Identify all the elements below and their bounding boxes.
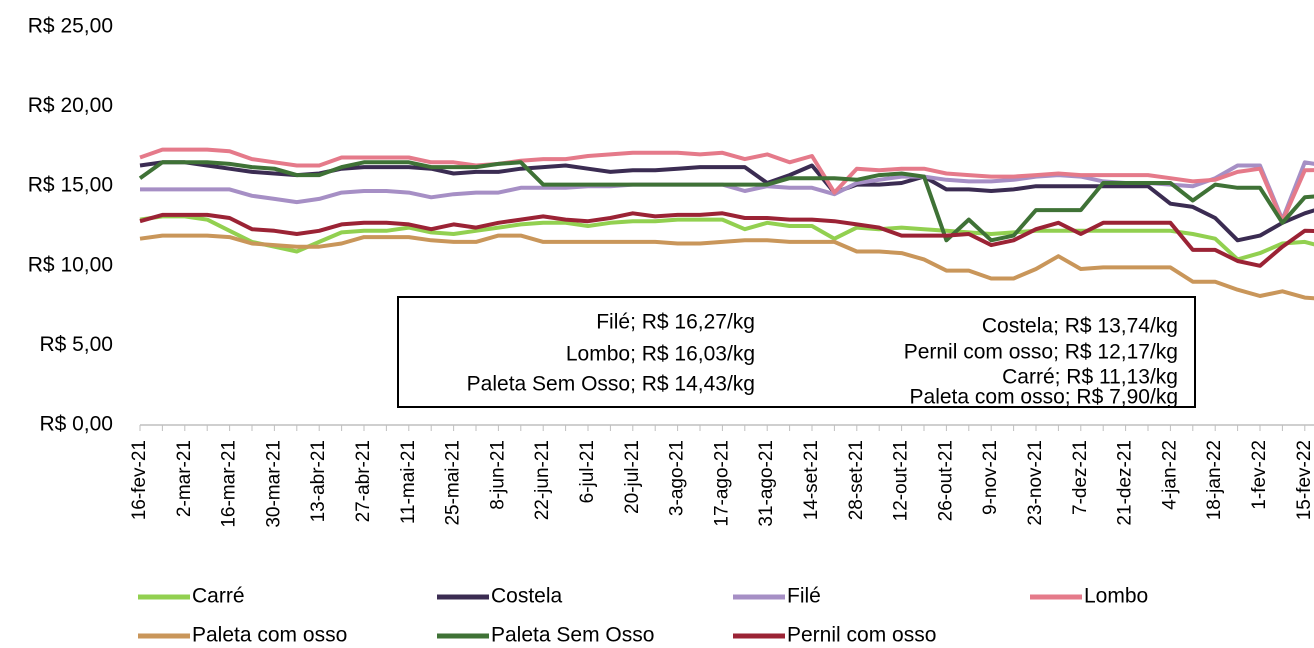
x-tick-label: 1-fev-22: [1249, 440, 1270, 510]
x-tick-label: 25-mai-21: [443, 440, 464, 526]
annotation: Costela; R$ 13,74/kg: [982, 315, 1178, 338]
x-tick-label: 13-abr-21: [308, 440, 329, 522]
series-line: [138, 160, 1314, 243]
x-tick-label: 28-set-21: [846, 440, 867, 520]
x-tick-label: 6-jul-21: [577, 440, 598, 503]
x-tick-label: 9-nov-21: [980, 440, 1001, 515]
x-tick-label: 15-fev-22: [1294, 440, 1314, 520]
legend-label: Paleta com osso: [192, 624, 347, 647]
annotation: Carré; R$ 11,13/kg: [1002, 366, 1178, 389]
x-tick-label: 20-jul-21: [622, 440, 643, 514]
annotation-box: [397, 296, 1196, 408]
x-ticks: 16-fev-21 2-mar-21 16-mar-21 30-mar-21 13-ab…: [129, 425, 1314, 528]
x-tick-label: 4-jan-22: [1159, 440, 1180, 510]
annotation: Paleta Sem Osso; R$ 14,43/kg: [467, 373, 755, 396]
x-tick-label: 11-mai-21: [398, 440, 419, 524]
x-tick-label: 17-ago-21: [711, 440, 732, 527]
x-tick-label: 21-dez-21: [1115, 440, 1136, 526]
legend-label: Pernil com osso: [787, 624, 936, 647]
y-tick-label: R$ 25,00: [28, 15, 113, 38]
x-tick-label: 3-ago-21: [667, 440, 688, 516]
x-tick-label: 16-mar-21: [219, 440, 240, 528]
series-line: [139, 233, 1314, 301]
series-line: [139, 211, 1314, 268]
series-line: [139, 147, 1314, 224]
x-tick-label: 30-mar-21: [263, 440, 284, 528]
series-line: [140, 160, 1314, 222]
x-tick-label: 14-set-21: [801, 440, 822, 520]
x-tick-label: 16-fev-21: [129, 440, 150, 520]
annotation: Lombo; R$ 16,03/kg: [566, 343, 755, 366]
x-tick-label: 26-out-21: [935, 440, 956, 521]
x-tick-label: 23-nov-21: [1025, 440, 1046, 526]
x-tick-label: 27-abr-21: [353, 440, 374, 522]
y-tick-label: R$ 10,00: [28, 253, 113, 276]
y-tick-label: R$ 0,00: [39, 413, 113, 436]
annotation: Filé; R$ 16,27/kg: [596, 311, 755, 334]
x-tick-label: 12-out-21: [891, 440, 912, 521]
legend-label: Carré: [192, 585, 245, 608]
y-tick-label: R$ 20,00: [28, 94, 113, 117]
annotation: Paleta com osso; R$ 7,90/kg: [910, 386, 1178, 409]
y-tick-label: R$ 5,00: [39, 333, 113, 356]
legend-label: Paleta Sem Osso: [491, 624, 654, 647]
annotation: Pernil com osso; R$ 12,17/kg: [904, 341, 1178, 364]
legend-label: Costela: [491, 585, 563, 608]
series-line: [139, 214, 1314, 262]
x-tick-label: 7-dez-21: [1070, 440, 1091, 515]
legend-label: Lombo: [1084, 585, 1148, 608]
x-tick-label: 18-jan-22: [1204, 440, 1225, 520]
x-tick-label: 8-jun-21: [487, 440, 508, 510]
legend-label: Filé: [787, 585, 821, 608]
y-tick-label: R$ 15,00: [28, 174, 113, 197]
plot-area: [138, 147, 1314, 301]
x-tick-label: 22-jun-21: [532, 440, 553, 520]
x-tick-label: 31-ago-21: [756, 440, 777, 527]
x-tick-label: 2-mar-21: [174, 440, 195, 517]
